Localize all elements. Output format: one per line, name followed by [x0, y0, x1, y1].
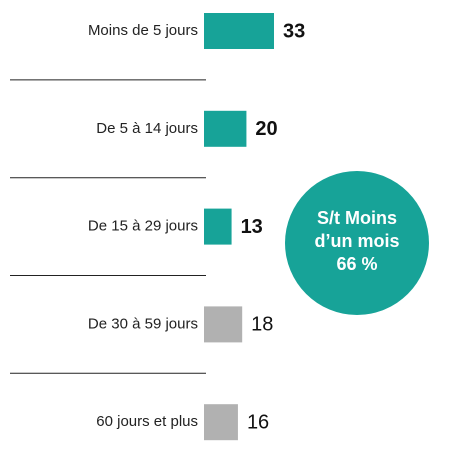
- category-label: De 15 à 29 jours: [88, 218, 198, 235]
- annotation-text: S/t Moins: [317, 208, 397, 228]
- category-label: Moins de 5 jours: [88, 22, 198, 39]
- value-label: 33: [283, 20, 305, 42]
- value-label: 18: [251, 314, 273, 336]
- value-label: 16: [247, 411, 269, 433]
- value-label: 13: [241, 216, 263, 238]
- category-label: 60 jours et plus: [96, 413, 198, 430]
- annotation-text: 66 %: [336, 254, 377, 274]
- bar: [204, 13, 274, 49]
- annotation-text: d’un mois: [315, 231, 400, 251]
- bar: [204, 404, 238, 441]
- bar: [204, 110, 247, 147]
- category-label: De 5 à 14 jours: [96, 120, 198, 137]
- category-label: De 30 à 59 jours: [88, 315, 198, 332]
- bar: [204, 208, 232, 245]
- annotation-circle: [285, 171, 429, 315]
- bar: [204, 306, 243, 343]
- value-label: 20: [255, 118, 277, 140]
